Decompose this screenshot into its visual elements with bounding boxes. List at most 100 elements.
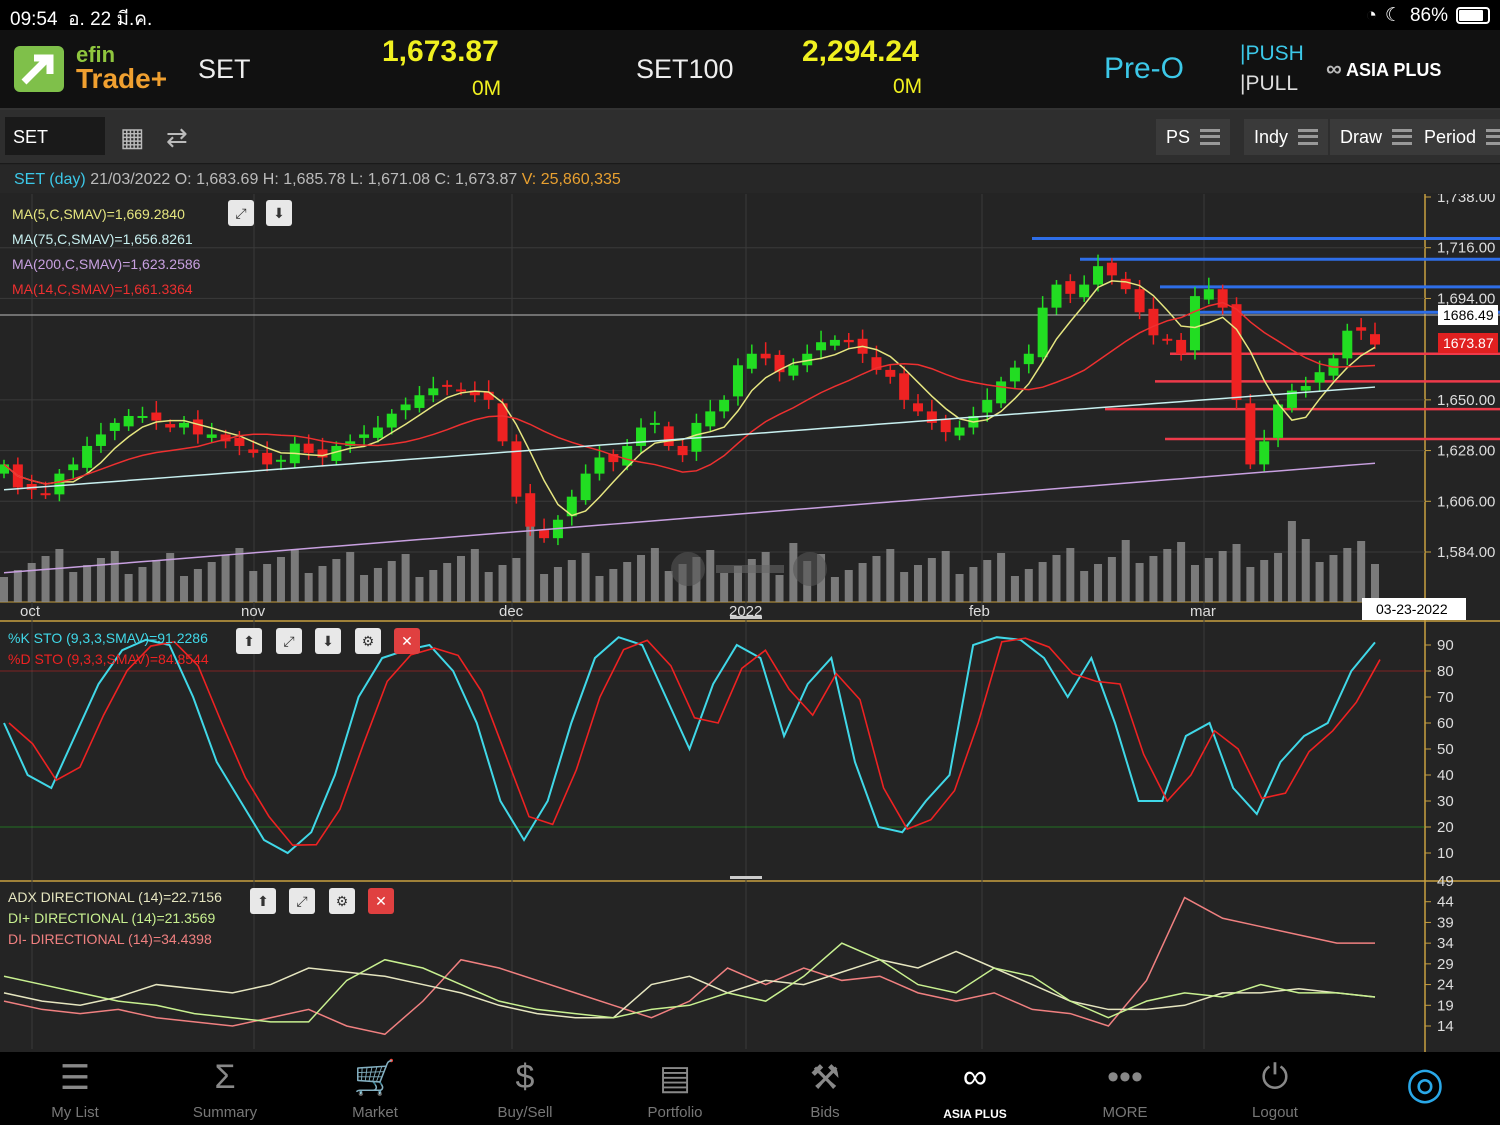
indy-button[interactable]: Indy [1244, 119, 1329, 155]
candle [1203, 289, 1214, 300]
volume-bar [41, 556, 50, 602]
settings-gear-icon[interactable]: ⚙ [355, 628, 381, 654]
close-icon[interactable]: ✕ [368, 888, 394, 914]
candle [275, 459, 286, 462]
ps-button[interactable]: PS [1156, 119, 1231, 155]
expand-icon[interactable]: ⤢ [289, 888, 315, 914]
volume-bar [650, 548, 659, 602]
nav-label: Market [352, 1104, 398, 1121]
chart-canvas[interactable]: 1,738.00 1,716.00 1,694.00 1,650.00 1,628.00… [0, 189, 1500, 1052]
refresh-icon[interactable]: ⇄ [166, 122, 188, 152]
nav-buy-sell[interactable]: $ Buy/Sell [450, 1052, 600, 1125]
ma200-line [3, 462, 1376, 574]
push-toggle[interactable]: |PUSH [1240, 42, 1304, 65]
arrow-up-icon[interactable]: ⬆ [250, 888, 276, 914]
volume-bar [484, 572, 493, 602]
volume-bar [844, 570, 853, 602]
legend-adx: ADX DIRECTIONAL (14)=22.7156 [8, 889, 222, 905]
nav-summary[interactable]: Σ Summary [150, 1052, 300, 1125]
volume-bar [83, 565, 92, 602]
volume-bar [540, 574, 549, 602]
volume-bar [1218, 551, 1227, 602]
close-icon[interactable]: ✕ [394, 628, 420, 654]
draw-button[interactable]: Draw [1330, 119, 1423, 155]
adx-axis-label: 29 [1437, 956, 1454, 973]
zoom-slider[interactable] [716, 565, 784, 573]
zoom-out-icon[interactable] [671, 552, 705, 586]
dollar-icon: $ [515, 1058, 535, 1096]
candle [1189, 296, 1200, 351]
candle [220, 434, 231, 442]
volume-bar [941, 551, 950, 602]
nav-refresh[interactable]: ◎ [1350, 1052, 1500, 1125]
symbol-input[interactable]: SET [5, 117, 105, 155]
volume-bar [166, 553, 175, 602]
volume-bar [969, 567, 978, 602]
adx-axis-label: 39 [1437, 914, 1454, 931]
volume-bar [512, 558, 521, 602]
arrow-up-icon[interactable]: ⬆ [236, 628, 262, 654]
nav-bids[interactable]: ⚒ Bids [750, 1052, 900, 1125]
panel-resize-handle[interactable] [730, 876, 762, 879]
volume-bar [498, 565, 507, 602]
settings-gear-icon[interactable]: ⚙ [329, 888, 355, 914]
candle [1065, 281, 1076, 294]
zoom-in-icon[interactable] [793, 552, 827, 586]
volume-bar [1357, 541, 1366, 602]
panel-resize-handle[interactable] [730, 616, 762, 619]
quote-header: efin Trade+ SET 1,673.87 0M SET100 2,294… [0, 30, 1500, 110]
candle [1314, 372, 1325, 383]
legend-ma14: MA(14,C,SMAV)=1,661.3364 [12, 281, 193, 297]
asiaplus-logo: ∞ ASIA PLUS [1326, 56, 1442, 81]
volume-bar [13, 570, 22, 602]
nav-label: My List [51, 1104, 99, 1121]
index-value-set: 1,673.87 [382, 35, 499, 68]
index-name-set[interactable]: SET [198, 54, 251, 84]
calendar-icon[interactable]: ▦ [120, 122, 145, 152]
asiaplus-logo: ∞ [962, 1058, 988, 1096]
volume-bar [360, 575, 369, 602]
pull-toggle[interactable]: |PULL [1240, 72, 1298, 95]
candle [234, 437, 245, 446]
adx-axis-label: 44 [1437, 894, 1454, 911]
legend-diminus: DI- DIRECTIONAL (14)=34.4398 [8, 931, 212, 947]
volume-bar [747, 559, 756, 602]
volume-bar [332, 559, 341, 602]
nav-portfolio[interactable]: ▤ Portfolio [600, 1052, 750, 1125]
document-icon: ▤ [658, 1059, 692, 1097]
nav-label: MORE [1102, 1104, 1148, 1121]
candle [1342, 330, 1353, 359]
candle [68, 464, 79, 471]
arrow-down-icon[interactable]: ⬇ [266, 200, 292, 226]
nav-label: ASIA PLUS [943, 1107, 1007, 1121]
adx-axis-label: 14 [1437, 1018, 1454, 1035]
candle [1231, 304, 1242, 400]
stoch-axis-label: 40 [1437, 767, 1454, 784]
volume-bar [1149, 556, 1158, 602]
info-volume: 25,860,335 [540, 171, 621, 188]
candle [1148, 308, 1159, 336]
expand-icon[interactable]: ⤢ [276, 628, 302, 654]
candle [511, 441, 522, 497]
period-button[interactable]: Period [1414, 119, 1500, 155]
candle [95, 434, 106, 446]
candle [456, 389, 466, 392]
candle [1245, 403, 1256, 465]
date-axis-label: mar [1190, 603, 1216, 620]
nav-my-list[interactable]: ☰ My List [0, 1052, 150, 1125]
arrow-down-icon[interactable]: ⬇ [315, 628, 341, 654]
volume-bar [900, 572, 909, 602]
chart-area[interactable]: 1,738.00 1,716.00 1,694.00 1,650.00 1,628.00… [0, 189, 1500, 1052]
nav-more[interactable]: ••• MORE [1050, 1052, 1200, 1125]
candle [899, 373, 910, 400]
legend-ma75: MA(75,C,SMAV)=1,656.8261 [12, 231, 193, 247]
volume-bar [1080, 571, 1089, 602]
candle [636, 427, 647, 446]
index-volume-set: 0M [472, 77, 502, 100]
nav-market[interactable]: 🛒 Market [300, 1052, 450, 1125]
index-name-set100[interactable]: SET100 [636, 54, 734, 84]
nav-asia-plus[interactable]: ∞ ASIA PLUS [900, 1052, 1050, 1125]
nav-logout[interactable]: ⏻ Logout [1200, 1052, 1350, 1125]
expand-icon[interactable]: ⤢ [228, 200, 254, 226]
wifi-icon: ◔ [1365, 4, 1377, 26]
